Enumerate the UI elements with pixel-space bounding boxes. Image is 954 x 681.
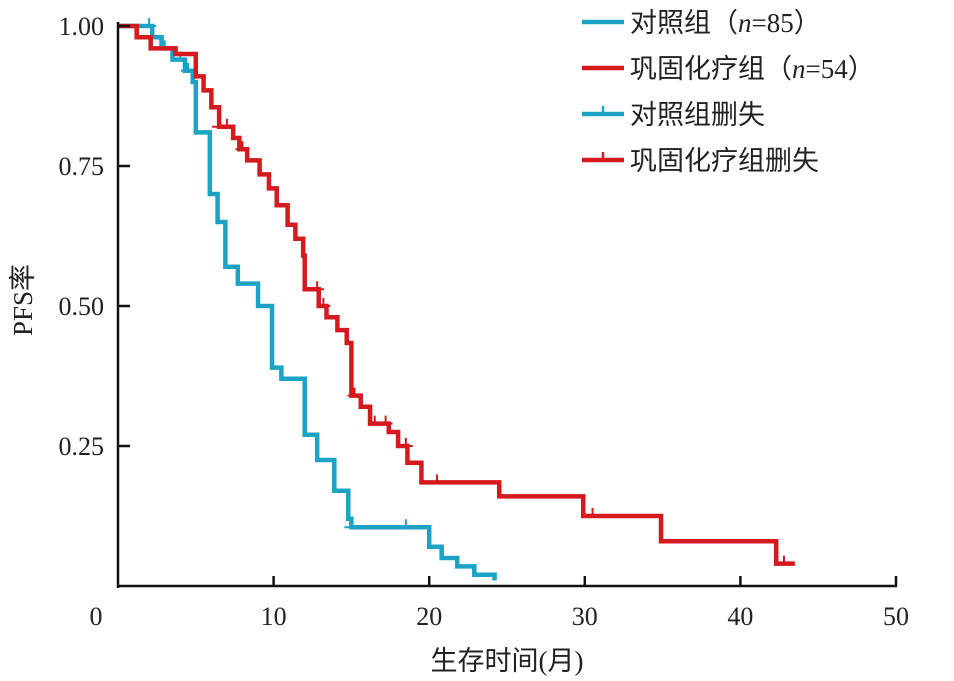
y-axis-title: PFS率 [8,264,38,336]
censor-mark [219,118,234,128]
censor-mark [344,519,359,529]
x-tick-label: 10 [261,602,287,631]
y-tick-label: 1.00 [59,12,105,41]
km-curve-0 [118,23,497,581]
x-axis-title: 生存时间(月) [431,646,584,676]
x-tick-label: 20 [416,602,442,631]
legend-label: 对照组（n=85） [630,8,821,38]
x-tick-label: 0 [90,602,103,631]
censor-mark [429,474,444,484]
y-ticks: 1.00 0.75 0.50 0.25 [59,12,130,461]
y-tick-label: 0.25 [59,432,105,461]
legend-label: 巩固化疗组删失 [630,146,819,176]
censor-mark [142,18,157,27]
plot-area [118,18,795,581]
censor-mark [776,555,791,565]
x-ticks: 0 10 20 30 40 50 [90,576,909,631]
censor-mark [398,519,413,529]
legend-label: 对照组删失 [630,100,765,130]
legend-label: 巩固化疗组（n=54） [630,54,875,84]
censor-mark [585,508,600,517]
km-curve-1 [118,23,795,566]
censor-mark [181,62,196,72]
censor-mark [316,298,331,307]
censor-mark [398,438,413,447]
x-tick-label: 50 [883,602,909,631]
censor-mark [347,387,362,397]
censor-mark [235,141,250,151]
y-tick-label: 0.75 [59,152,105,181]
x-tick-label: 30 [572,602,598,631]
censor-mark [378,415,393,425]
censor-mark [310,281,325,291]
y-tick-label: 0.50 [59,292,105,321]
x-tick-label: 40 [727,602,753,631]
